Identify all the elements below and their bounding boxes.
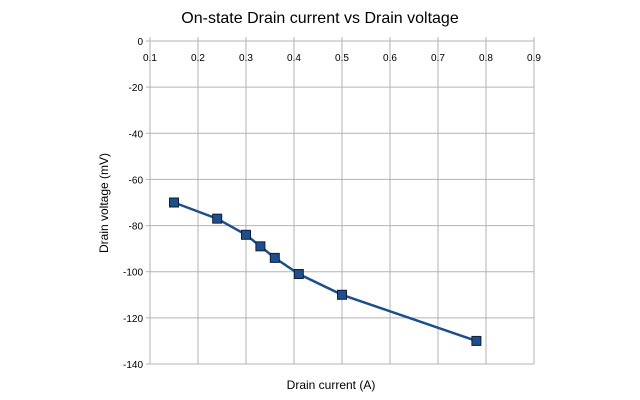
x-axis-ticks: 0.1 0.2 0.3 0.4 0.5 0.6 0.7 0.8 0.9 — [143, 37, 541, 64]
y-tick-label: -20 — [129, 83, 144, 94]
y-tick-label: -100 — [123, 268, 143, 279]
x-tick-label: 0.8 — [479, 53, 493, 64]
grid-lines — [149, 40, 535, 365]
data-point — [212, 213, 223, 224]
x-tick-label: 0.7 — [431, 53, 445, 64]
y-tick-label: 0 — [137, 37, 143, 48]
data-point — [293, 269, 304, 280]
data-point — [169, 197, 179, 208]
data-point — [337, 289, 347, 300]
x-tick-label: 0.9 — [527, 53, 541, 64]
chart-title: On-state Drain current vs Drain voltage — [181, 10, 459, 27]
y-tick-label: -40 — [129, 129, 144, 140]
y-tick-label: -120 — [123, 314, 143, 325]
x-tick-label: 0.3 — [239, 53, 253, 64]
x-tick-label: 0.2 — [191, 53, 205, 64]
data-point — [255, 241, 266, 252]
y-axis-label: Drain voltage (mV) — [97, 153, 111, 253]
x-tick-label: 0.1 — [143, 53, 157, 64]
y-tick-label: -80 — [129, 222, 144, 233]
series-points — [169, 197, 482, 346]
y-tick-label: -140 — [123, 360, 143, 371]
x-tick-label: 0.6 — [383, 53, 397, 64]
data-point — [241, 229, 251, 240]
x-axis-label: Drain current (A) — [287, 378, 376, 392]
x-tick-label: 0.4 — [287, 53, 301, 64]
y-axis-ticks: 0 -20 -40 -60 -80 -100 -120 -140 — [123, 37, 150, 371]
x-tick-label: 0.5 — [335, 53, 349, 64]
data-point — [471, 335, 482, 346]
y-tick-label: -60 — [129, 175, 144, 186]
data-point — [269, 252, 280, 263]
